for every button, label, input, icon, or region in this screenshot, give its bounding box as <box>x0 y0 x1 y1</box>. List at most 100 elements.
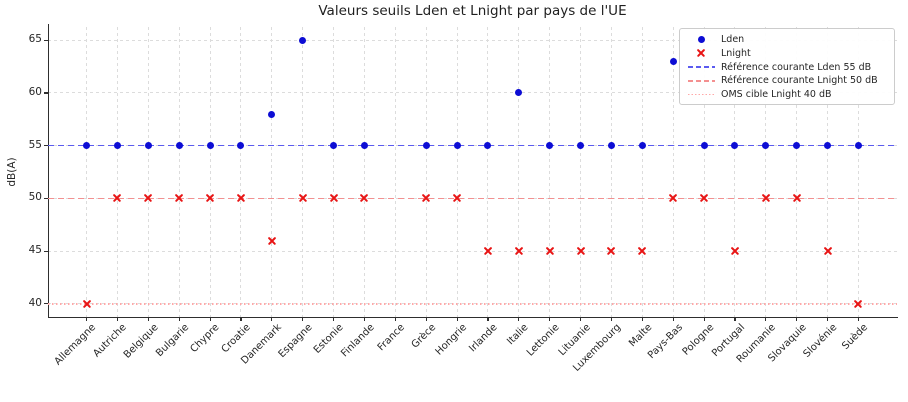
vertical-gridline <box>857 27 859 317</box>
y-axis-tick <box>44 197 48 199</box>
lden-marker <box>237 142 245 150</box>
x-axis-tick <box>796 317 798 321</box>
lnight-marker <box>638 246 647 256</box>
y-axis-tick <box>44 92 48 94</box>
lnight-marker <box>576 246 585 256</box>
vertical-gridline <box>827 27 829 317</box>
x-tick-label: Allemagne <box>52 322 99 368</box>
lnight-marker <box>360 194 369 203</box>
vertical-gridline <box>487 27 489 317</box>
legend-row-ref-lnight: Référence courante Lnight 50 dB <box>686 74 888 87</box>
y-tick-label: 65 <box>28 33 42 46</box>
x-axis-tick <box>209 317 211 321</box>
x-axis-tick <box>765 317 767 321</box>
y-tick-label: 60 <box>28 85 42 98</box>
chart-title: Valeurs seuils Lden et Lnight par pays d… <box>318 3 627 19</box>
lden-marker <box>638 142 646 150</box>
lnight-marker <box>329 194 338 203</box>
red-dotted-line-icon <box>686 93 716 96</box>
lden-marker <box>731 142 739 150</box>
lnight-marker <box>669 194 678 203</box>
x-axis-tick <box>178 317 180 321</box>
x-tick-label: Lettonie <box>524 322 562 359</box>
lden-marker <box>854 142 862 150</box>
y-tick-label: 55 <box>28 138 42 151</box>
lnight-marker <box>113 194 122 203</box>
lnight-marker <box>82 299 91 308</box>
legend-label-ref-lden: Référence courante Lden 55 dB <box>721 61 872 73</box>
lnight-marker <box>483 246 493 256</box>
lden-marker <box>422 142 430 150</box>
x-axis-tick <box>86 317 88 321</box>
x-axis-tick <box>610 317 613 321</box>
vertical-gridline <box>796 27 798 317</box>
lnight-x-icon <box>686 49 716 58</box>
lnight-marker <box>730 246 740 256</box>
x-axis-tick <box>240 317 242 321</box>
x-axis-tick <box>425 317 427 321</box>
y-axis-title: dB(A) <box>6 157 18 187</box>
x-axis-tick <box>518 317 520 321</box>
vertical-gridline <box>240 27 242 317</box>
y-tick-label: 50 <box>28 191 42 204</box>
lnight-marker <box>175 194 184 203</box>
x-axis-tick <box>363 317 366 321</box>
reference-line-55 <box>48 144 897 147</box>
vertical-gridline <box>333 27 335 317</box>
x-axis-tick <box>672 317 674 321</box>
x-axis-tick <box>456 317 458 321</box>
lnight-marker <box>792 194 801 203</box>
x-axis-tick <box>394 317 396 321</box>
vertical-gridline <box>672 27 674 317</box>
x-tick-label: Hongrie <box>433 322 469 358</box>
lden-marker <box>268 110 276 118</box>
x-tick-label: Bulgarie <box>153 322 191 360</box>
vertical-gridline <box>610 27 612 317</box>
legend-row-lnight: Lnight <box>686 47 888 60</box>
legend-label-ref-lnight: Référence courante Lnight 50 dB <box>721 75 878 87</box>
reference-line-40 <box>48 303 897 305</box>
x-axis-tick <box>641 317 643 321</box>
vertical-gridline <box>549 27 551 317</box>
x-axis-tick <box>580 317 582 321</box>
vertical-gridline <box>456 27 458 317</box>
horizontal-gridline <box>48 92 897 94</box>
lnight-marker <box>144 194 153 203</box>
lden-marker <box>546 142 554 150</box>
y-axis-line <box>48 24 49 318</box>
vertical-gridline <box>580 27 582 317</box>
legend-row-ref-lden: Référence courante Lden 55 dB <box>686 61 888 74</box>
lden-marker <box>607 142 615 150</box>
lden-marker <box>484 142 492 150</box>
vertical-gridline <box>641 27 643 317</box>
x-axis-tick <box>487 317 489 321</box>
vertical-gridline <box>518 27 520 317</box>
vertical-gridline <box>271 27 273 317</box>
y-axis-tick <box>44 39 48 41</box>
lden-dot-icon <box>686 36 716 43</box>
x-axis-tick <box>147 317 149 321</box>
lden-marker <box>330 142 338 150</box>
x-axis-tick <box>271 317 273 321</box>
x-axis-tick <box>734 317 736 321</box>
x-tick-label: Grèce <box>409 322 438 351</box>
lnight-marker <box>298 194 307 203</box>
lden-marker <box>175 142 183 150</box>
lden-marker <box>299 36 307 44</box>
x-axis-tick <box>549 317 551 321</box>
vertical-gridline <box>765 27 767 317</box>
x-axis-tick <box>116 317 119 321</box>
lnight-marker <box>545 246 554 256</box>
x-axis-tick <box>703 317 705 321</box>
legend-label-oms: OMS cible Lnight 40 dB <box>721 89 832 100</box>
x-axis-tick <box>302 317 304 321</box>
vertical-gridline <box>363 27 365 317</box>
vertical-gridline <box>209 27 211 317</box>
lden-marker <box>360 142 368 150</box>
legend-row-oms: OMS cible Lnight 40 dB <box>686 88 888 101</box>
vertical-gridline <box>734 27 736 317</box>
lnight-marker <box>699 194 709 203</box>
lden-marker <box>206 142 214 150</box>
lnight-marker <box>607 246 616 256</box>
